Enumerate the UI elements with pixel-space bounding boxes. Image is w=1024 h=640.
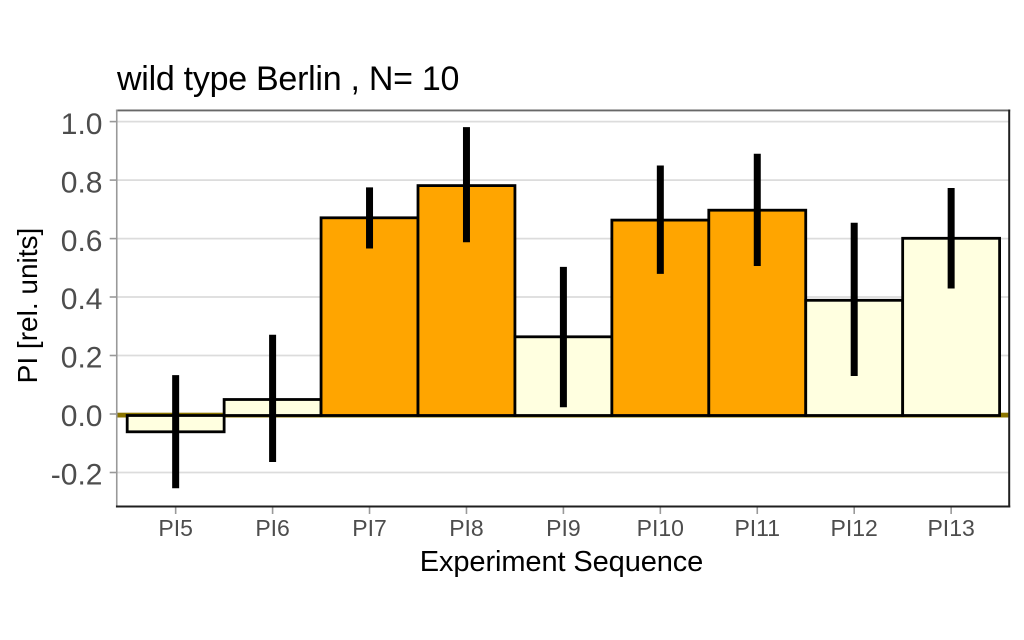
svg-text:PI11: PI11 <box>734 515 780 541</box>
svg-text:0.2: 0.2 <box>61 342 103 375</box>
svg-text:PI6: PI6 <box>255 515 290 541</box>
svg-text:PI7: PI7 <box>352 515 387 541</box>
svg-text:PI5: PI5 <box>158 515 193 541</box>
svg-text:0.6: 0.6 <box>61 225 103 258</box>
svg-text:0.4: 0.4 <box>61 283 103 316</box>
svg-text:0.0: 0.0 <box>61 400 103 433</box>
svg-text:PI8: PI8 <box>449 515 484 541</box>
svg-text:0.8: 0.8 <box>61 166 103 199</box>
svg-text:PI10: PI10 <box>637 515 684 541</box>
svg-text:PI [rel. units]: PI [rel. units] <box>12 228 43 384</box>
svg-text:PI12: PI12 <box>831 515 878 541</box>
svg-text:Experiment Sequence: Experiment Sequence <box>420 546 703 578</box>
svg-text:wild type Berlin , N= 10: wild type Berlin , N= 10 <box>116 60 459 98</box>
svg-text:-0.2: -0.2 <box>51 459 103 492</box>
svg-text:1.0: 1.0 <box>61 108 103 141</box>
svg-text:PI9: PI9 <box>546 515 581 541</box>
svg-text:PI13: PI13 <box>927 515 974 541</box>
